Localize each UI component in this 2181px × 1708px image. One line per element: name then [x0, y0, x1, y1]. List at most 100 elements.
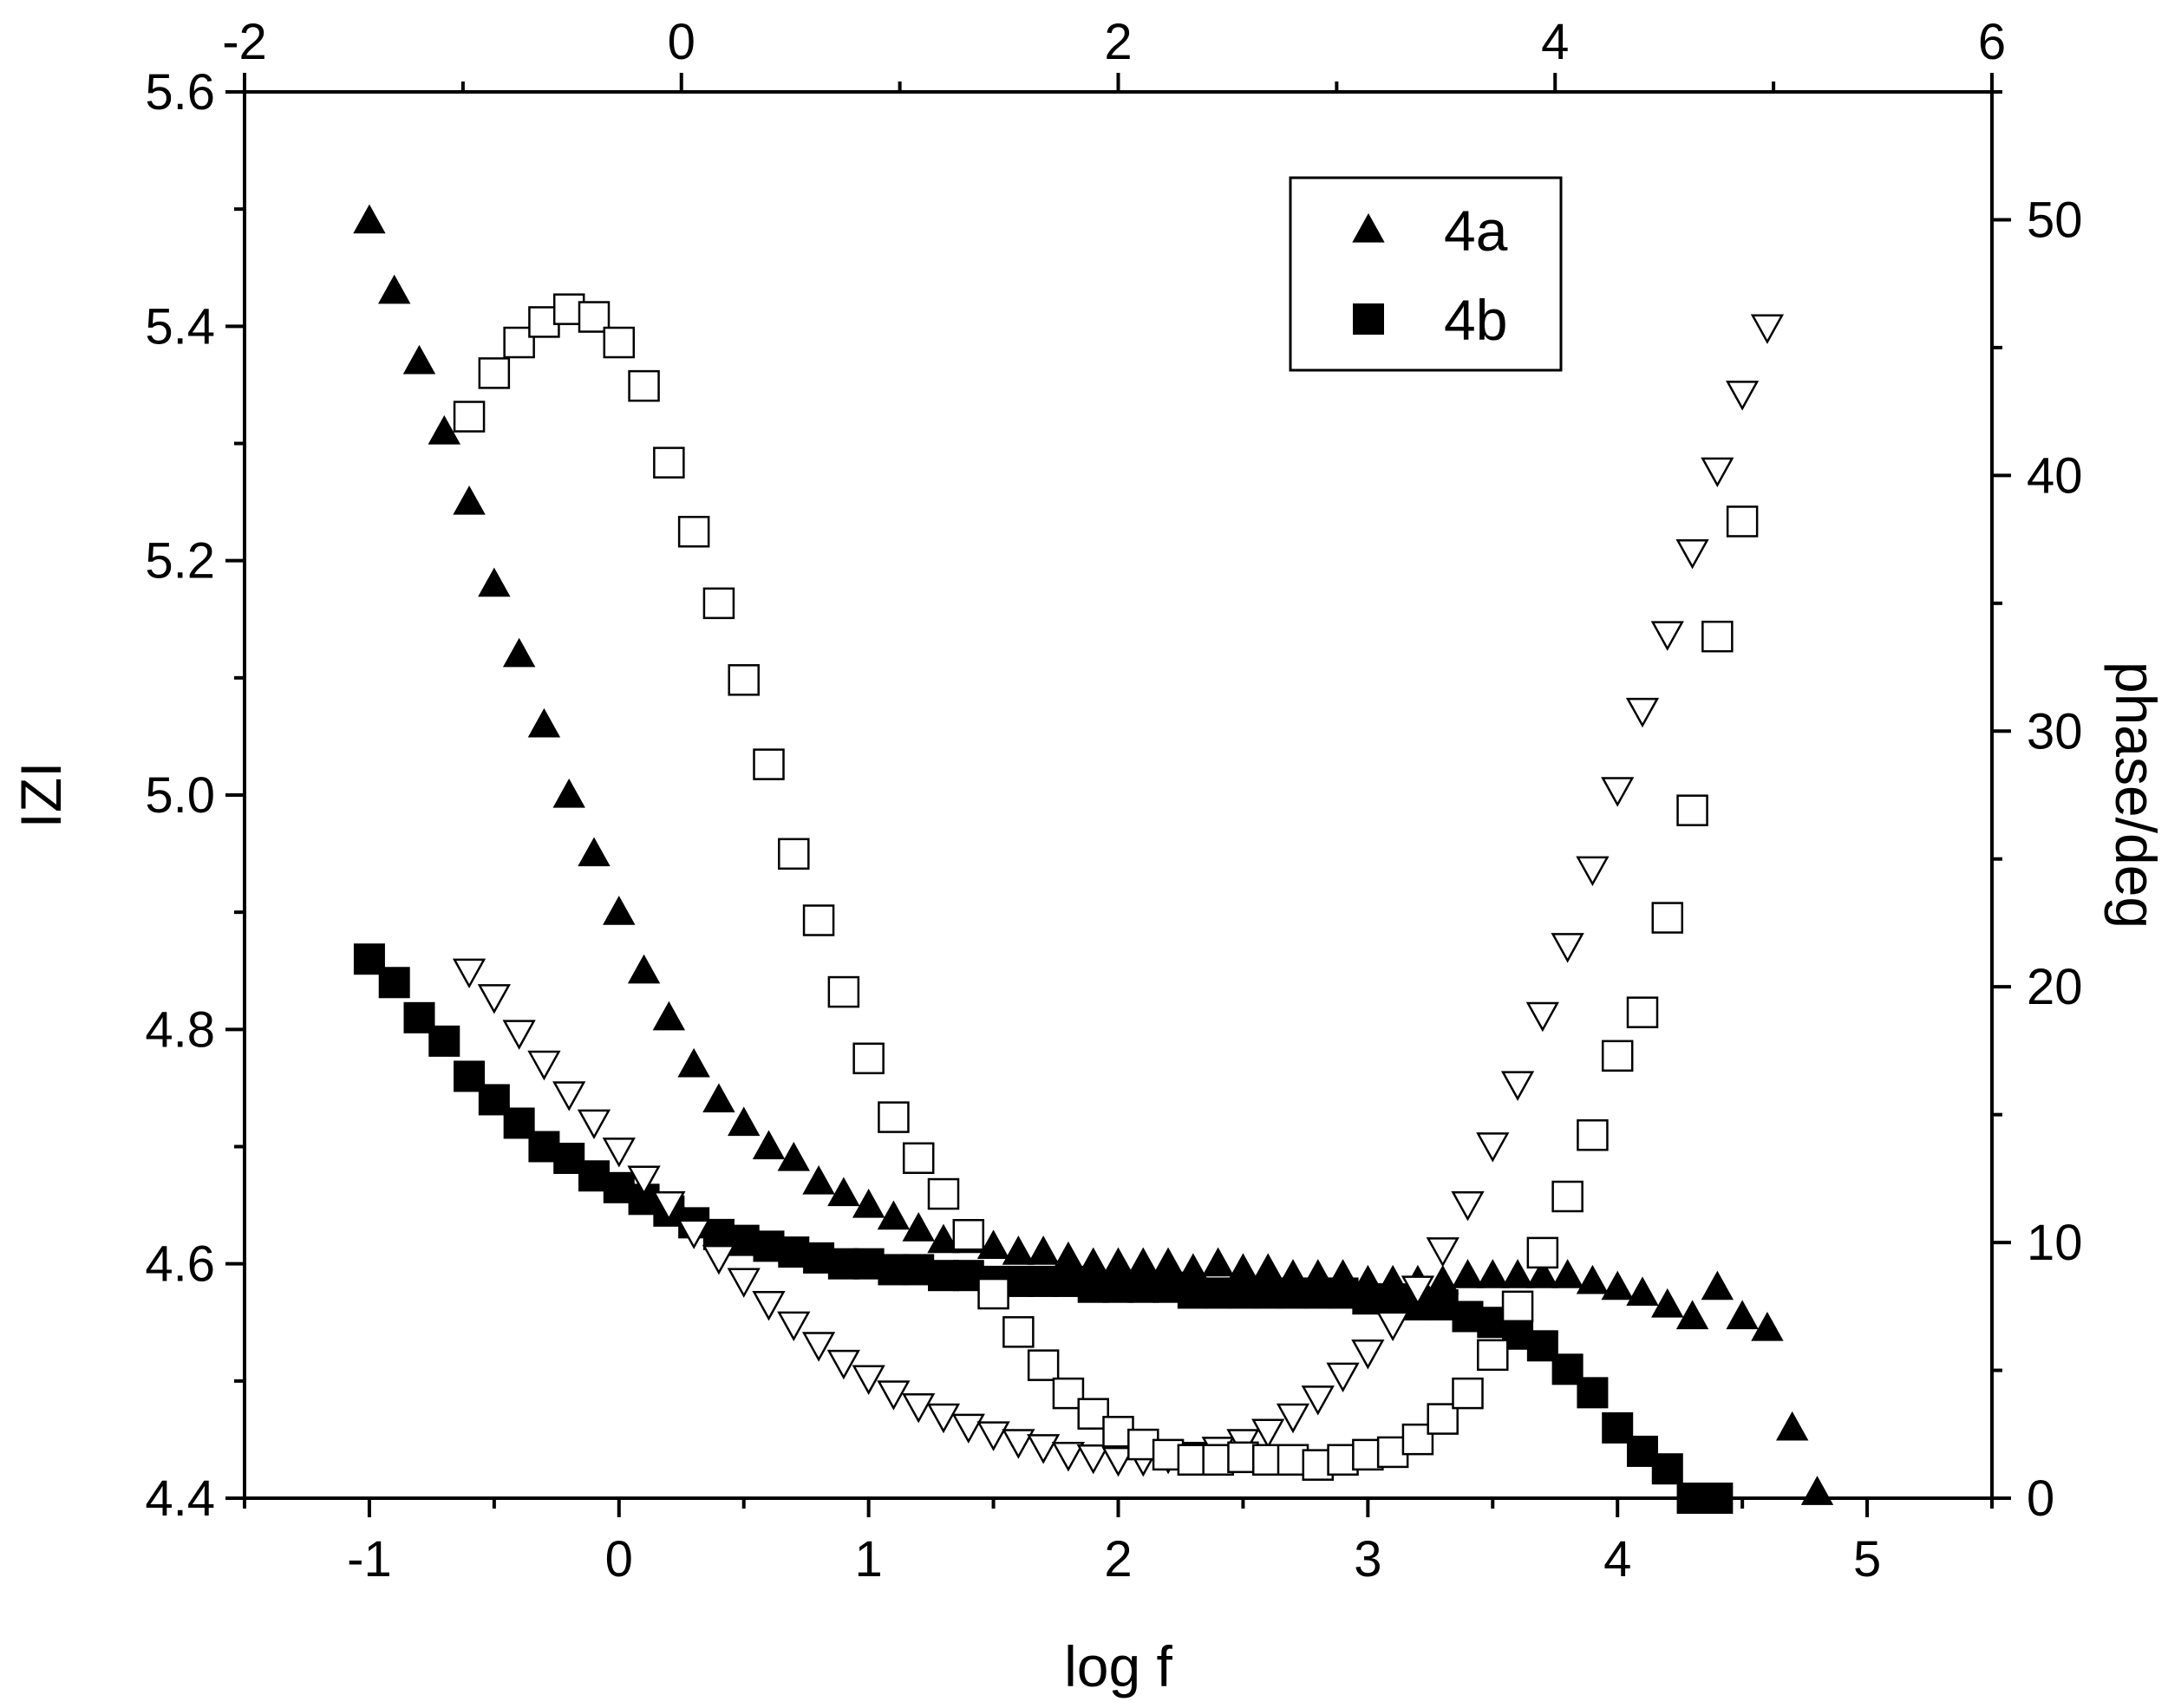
data-point — [677, 1047, 710, 1078]
data-point — [527, 707, 561, 738]
data-point — [902, 1142, 935, 1175]
data-point — [801, 1332, 836, 1362]
data-point — [728, 664, 760, 696]
data-point — [1126, 1247, 1159, 1277]
data-point — [1452, 1377, 1484, 1410]
data-point — [1501, 1259, 1534, 1288]
data-points — [353, 204, 1834, 1514]
data-point — [1427, 1264, 1459, 1294]
data-point — [1601, 777, 1635, 807]
data-point — [702, 587, 735, 620]
data-point — [951, 1413, 985, 1444]
x2-tick-label: 6 — [1978, 14, 2006, 70]
data-point — [1276, 1403, 1310, 1434]
x2-tick-label: 2 — [1104, 14, 1132, 70]
series-4a-right — [452, 314, 1785, 1477]
legend: 4a 4b — [1289, 176, 1563, 372]
data-point — [826, 1349, 860, 1380]
data-point — [1602, 1411, 1634, 1444]
data-point — [878, 1101, 910, 1133]
data-point — [1651, 1288, 1684, 1318]
data-point — [478, 567, 511, 597]
data-point — [453, 401, 486, 433]
x-tick-label: 0 — [605, 1531, 633, 1587]
x2-tick-label: 0 — [668, 14, 695, 70]
y2-tick-label: 50 — [2027, 192, 2083, 248]
data-point — [653, 447, 685, 479]
data-point — [1002, 1316, 1035, 1348]
data-point — [402, 344, 436, 375]
x-tick-label: 4 — [1603, 1531, 1631, 1587]
series-4b-right — [453, 293, 1759, 1481]
data-point — [927, 1177, 960, 1210]
data-point — [802, 1164, 835, 1195]
data-point — [454, 1060, 486, 1092]
data-point — [603, 326, 636, 359]
data-point — [502, 637, 536, 668]
data-point — [1226, 1253, 1260, 1283]
y-tick-label: 5.0 — [145, 767, 215, 824]
legend-box — [1289, 176, 1563, 372]
data-point — [1027, 1434, 1061, 1464]
data-point — [1751, 1311, 1784, 1341]
data-point — [952, 1218, 985, 1251]
data-point — [1251, 1253, 1284, 1283]
data-point — [1776, 1411, 1809, 1441]
data-point — [627, 1165, 661, 1196]
data-point — [852, 1042, 885, 1075]
data-point — [1027, 1349, 1060, 1381]
data-point — [1576, 856, 1610, 887]
data-point — [1551, 933, 1584, 963]
y-tick-label: 5.4 — [145, 298, 215, 355]
data-point — [503, 1107, 535, 1139]
tick-labels: -1 0 1 2 3 4 5 -2 0 2 4 6 4.4 4.6 4.8 5.0 5.2 5.4 5.6 0 10 20… — [145, 14, 2082, 1587]
data-point — [1477, 1339, 1509, 1372]
legend-label-4a: 4a — [1444, 199, 1508, 263]
data-point — [926, 1403, 961, 1434]
data-point — [453, 486, 486, 515]
y-tick-label: 5.2 — [145, 533, 215, 590]
y2-tick-label: 40 — [2027, 447, 2083, 504]
data-point — [1800, 1476, 1834, 1505]
data-point — [727, 1268, 761, 1298]
data-point — [1526, 1259, 1559, 1288]
data-point — [1002, 1235, 1035, 1265]
data-point — [1551, 1259, 1584, 1288]
data-point — [1726, 505, 1759, 538]
data-point — [1076, 1444, 1110, 1475]
y2-tick-label: 0 — [2027, 1470, 2054, 1527]
data-point — [1525, 1001, 1559, 1033]
data-point — [1576, 1264, 1610, 1294]
data-point — [1577, 1377, 1609, 1409]
data-point — [852, 1365, 885, 1395]
data-point — [802, 904, 835, 936]
x-tick-label: 2 — [1104, 1531, 1132, 1587]
data-point — [827, 975, 860, 1008]
data-point — [603, 896, 636, 925]
data-point — [602, 1138, 636, 1168]
data-point — [977, 1277, 1009, 1310]
legend-label-4b: 4b — [1444, 288, 1507, 352]
x-tick-label: -1 — [347, 1531, 392, 1587]
data-point — [677, 1219, 711, 1249]
data-point — [1626, 1276, 1659, 1307]
y2-tick-label: 30 — [2027, 703, 2083, 759]
data-point — [752, 1291, 786, 1321]
data-point — [702, 1244, 736, 1275]
data-point — [1101, 1446, 1135, 1477]
data-point — [1701, 1483, 1734, 1514]
data-point — [502, 1020, 536, 1050]
data-point — [1625, 697, 1660, 728]
data-point — [752, 1130, 786, 1160]
data-point — [1376, 1311, 1410, 1342]
data-point — [1701, 1270, 1734, 1301]
data-point — [777, 1311, 811, 1342]
data-point — [827, 1177, 860, 1207]
data-point — [1451, 1259, 1485, 1288]
data-point — [1152, 1247, 1185, 1277]
data-point — [1027, 1235, 1060, 1265]
x-tick-label: 3 — [1354, 1531, 1381, 1587]
data-point — [877, 1200, 911, 1230]
data-point — [1426, 1237, 1459, 1268]
